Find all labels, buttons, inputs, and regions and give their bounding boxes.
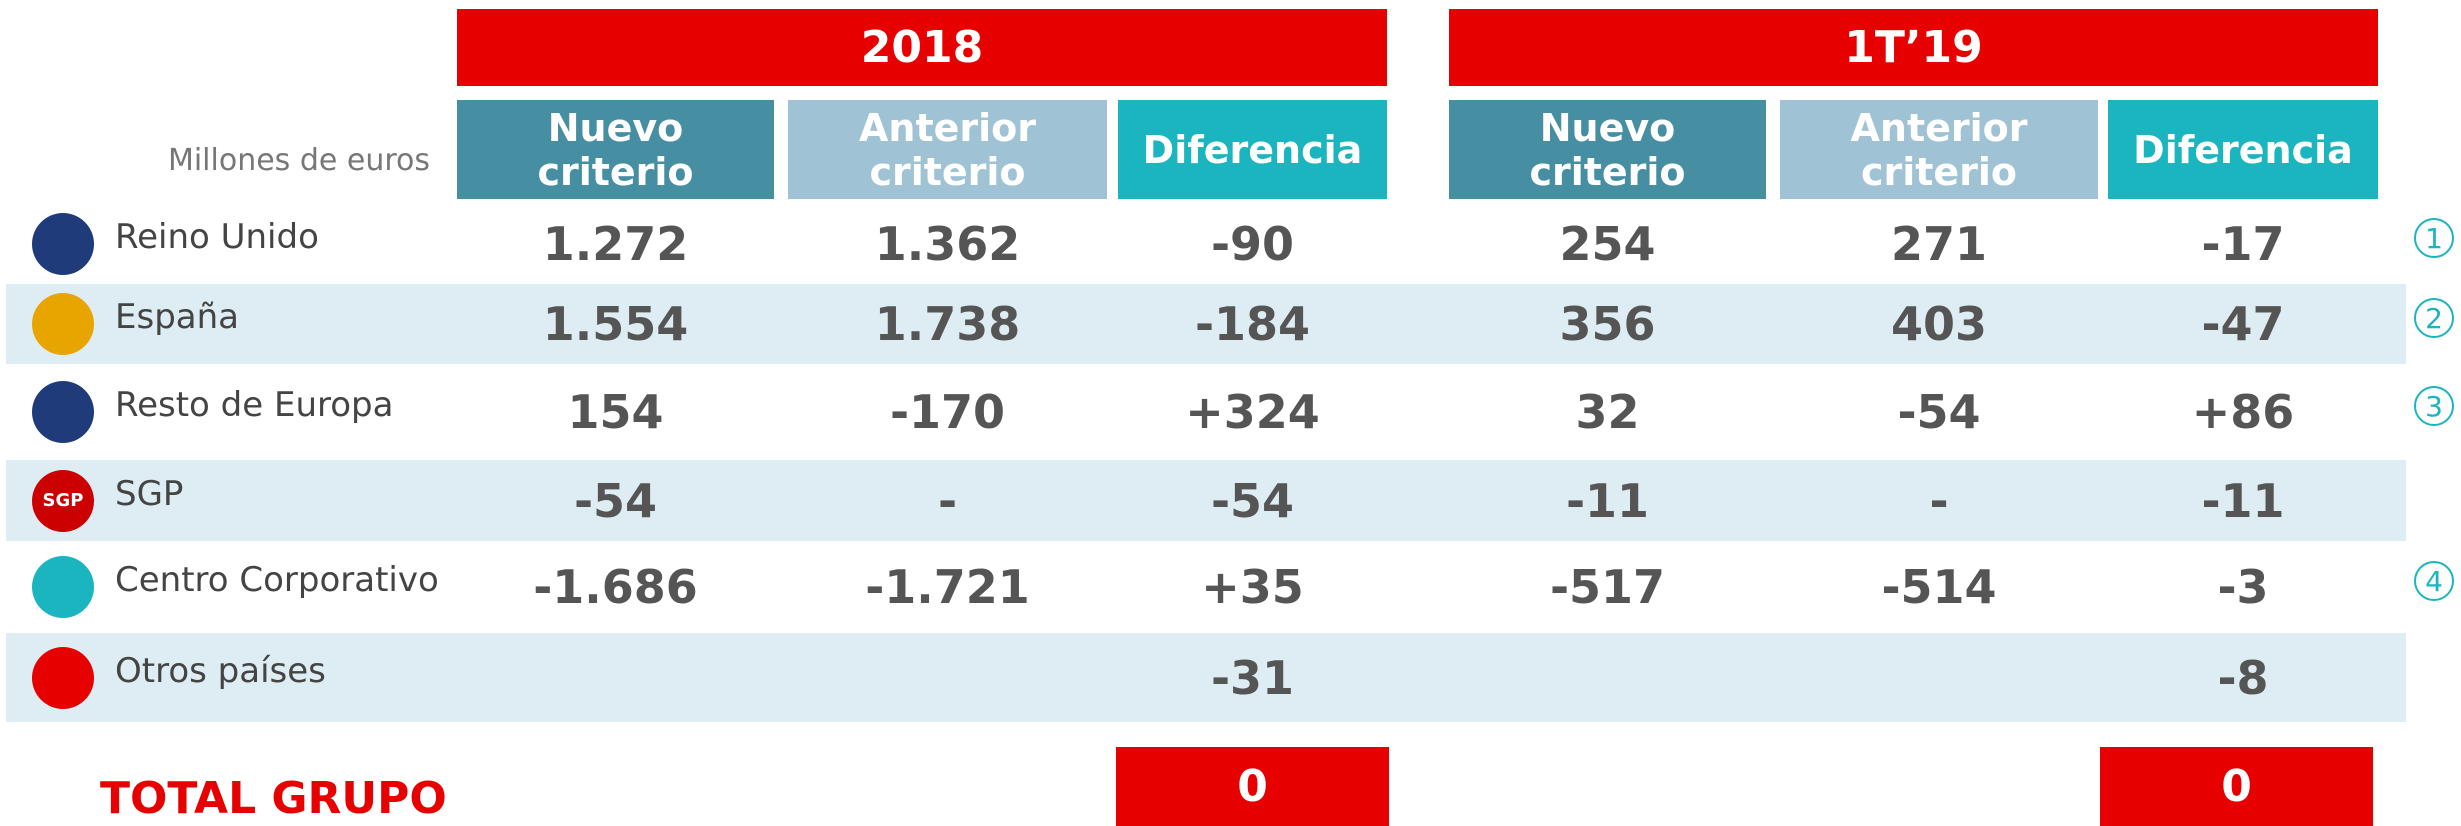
cell-value: 1.272 [542,217,689,271]
cell-value: -514 [1881,560,1997,614]
cell-value: 1.738 [874,297,1021,351]
cell-value: -90 [1210,217,1295,271]
row-icon: SGP [32,469,94,532]
cell-value: -17 [2201,217,2285,271]
group-header: 2018 [457,9,1387,86]
cell-value: -517 [1549,560,1666,614]
cell-value: +35 [1201,560,1304,614]
cell-value: -54 [573,473,658,528]
cell-value: +86 [2191,385,2295,439]
unit-label: Millones de euros [167,142,430,178]
total-label: TOTAL GRUPO [100,772,447,824]
total-value: 0 [1116,747,1389,826]
column-header: Anterior criterio [788,100,1107,199]
note-marker: 3 [2414,386,2454,426]
column-header: Nuevo criterio [1449,100,1766,199]
row-label: Otros países [115,650,326,691]
cell-value: -1.686 [533,560,698,614]
row-icon [32,213,94,275]
row-label: SGP [115,473,184,514]
column-header: Nuevo criterio [457,100,774,199]
row-label: España [115,297,239,337]
cell-value: 32 [1575,385,1640,439]
cell-value: - [937,473,958,528]
note-marker: 1 [2414,218,2454,258]
cell-value: -8 [2217,650,2269,705]
cell-value: 403 [1890,297,1988,351]
row-label: Centro Corporativo [115,560,439,600]
cell-value: -170 [889,385,1006,439]
cell-value: - [1929,473,1949,528]
cell-value: -11 [2201,473,2285,528]
row-band [6,284,2406,364]
row-label: Resto de Europa [115,385,394,425]
column-header: Diferencia [1118,100,1387,199]
cell-value: -184 [1194,297,1311,351]
row-band [6,460,2406,541]
cell-value: 356 [1559,297,1656,351]
cell-value: -54 [1897,385,1981,439]
cell-value: 254 [1559,217,1656,271]
cell-value: -11 [1565,473,1650,528]
cell-value: -1.721 [865,560,1030,614]
cell-value: 271 [1890,217,1988,271]
row-icon [32,381,94,443]
column-header: Diferencia [2108,100,2378,199]
cell-value: 1.362 [874,217,1021,271]
row-icon [32,646,94,709]
row-band [6,633,2406,722]
cell-value: 1.554 [542,297,689,351]
cell-value: +324 [1185,385,1320,439]
cell-value: -31 [1210,650,1295,705]
cell-value: -3 [2217,560,2269,614]
row-label: Reino Unido [115,217,319,257]
group-header: 1T’19 [1449,9,2378,86]
column-header: Anterior criterio [1780,100,2098,199]
row-icon [32,293,94,355]
cell-value: -54 [1210,473,1295,528]
row-icon [32,556,94,618]
cell-value: -47 [2201,297,2285,351]
note-marker: 2 [2414,298,2454,338]
total-value: 0 [2100,747,2373,826]
cell-value: 154 [567,385,664,439]
note-marker: 4 [2414,561,2454,601]
